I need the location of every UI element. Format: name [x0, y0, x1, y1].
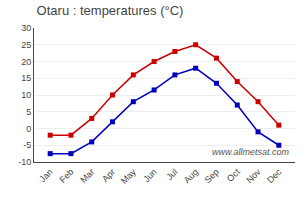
- svg-text:10: 10: [21, 90, 31, 100]
- svg-text:25: 25: [21, 40, 31, 50]
- svg-text:-10: -10: [18, 157, 31, 167]
- svg-text:Apr: Apr: [100, 167, 117, 184]
- svg-text:Jul: Jul: [164, 167, 179, 182]
- svg-text:-5: -5: [23, 140, 31, 150]
- svg-text:Aug: Aug: [182, 167, 200, 185]
- svg-text:5: 5: [26, 107, 31, 117]
- svg-text:20: 20: [21, 57, 31, 67]
- svg-text:May: May: [119, 166, 138, 185]
- svg-text:Feb: Feb: [58, 167, 76, 185]
- svg-text:Nov: Nov: [244, 166, 263, 185]
- svg-text:30: 30: [21, 23, 31, 33]
- svg-text:0: 0: [26, 124, 31, 134]
- svg-text:Sep: Sep: [203, 167, 221, 185]
- svg-text:Dec: Dec: [265, 166, 284, 185]
- svg-text:Jan: Jan: [37, 167, 54, 184]
- svg-text:Otaru : temperatures (°C): Otaru : temperatures (°C): [37, 3, 184, 18]
- svg-text:15: 15: [21, 73, 31, 83]
- svg-text:Oct: Oct: [225, 166, 242, 183]
- svg-text:Mar: Mar: [78, 167, 96, 185]
- svg-text:www.allmetsat.com: www.allmetsat.com: [212, 147, 290, 157]
- svg-text:Jun: Jun: [141, 167, 158, 184]
